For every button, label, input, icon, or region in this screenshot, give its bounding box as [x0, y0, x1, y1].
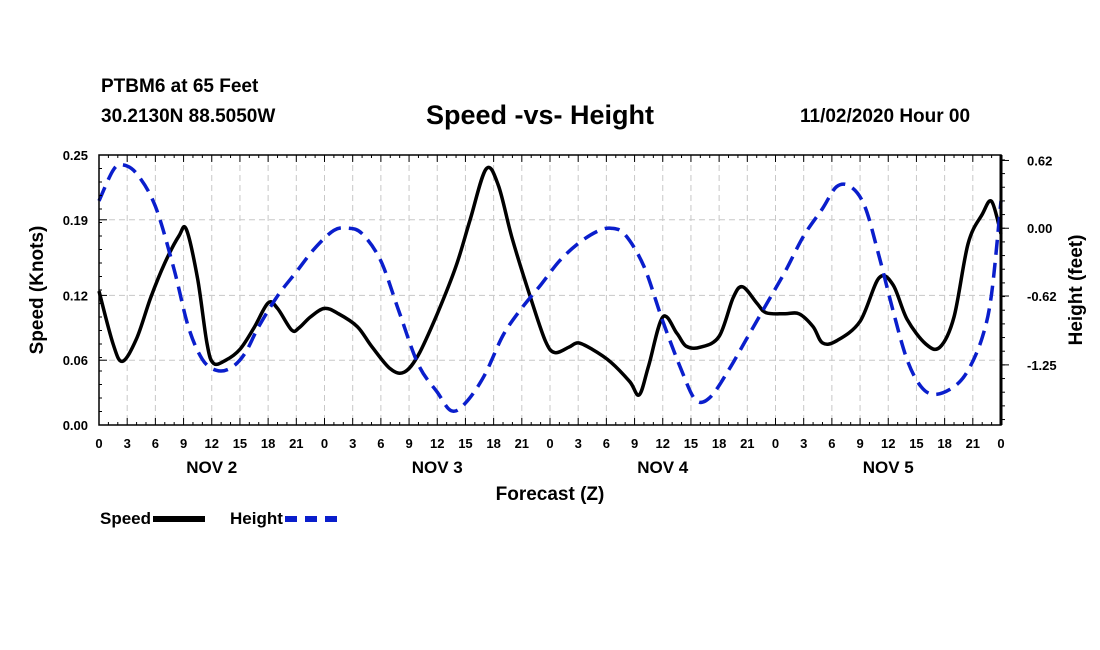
legend-height-label: Height: [230, 509, 283, 528]
legend-speed: Speed: [100, 509, 206, 529]
x-tick-label: 12: [430, 436, 444, 451]
height-series-line: [97, 162, 1003, 413]
x-tick-label: 6: [377, 436, 384, 451]
y2-tick-label: 0.00: [1027, 221, 1052, 236]
x-tick-label: 18: [937, 436, 951, 451]
y-tick-label: 0.00: [63, 418, 88, 433]
x-tick-label: 15: [458, 436, 472, 451]
grid-layer: [99, 155, 1001, 425]
x-tick-label: 18: [712, 436, 726, 451]
x-tick-label: 6: [603, 436, 610, 451]
x-tick-label: 9: [180, 436, 187, 451]
station-label: PTBM6 at 65 Feet: [101, 76, 259, 97]
x-tick-label: 18: [261, 436, 275, 451]
x-tick-label: 15: [909, 436, 923, 451]
x-tick-label: 21: [289, 436, 303, 451]
legend-height-swatch: [284, 516, 337, 522]
y-axis-title: Speed (Knots): [27, 226, 48, 355]
x-tick-label: 0: [321, 436, 328, 451]
y2-tick-label: -1.25: [1027, 358, 1057, 373]
x-tick-label: 6: [828, 436, 835, 451]
x-tick-label: 9: [631, 436, 638, 451]
y-tick-label: 0.12: [63, 288, 88, 303]
series-layer: [97, 162, 1003, 413]
x-tick-label: 0: [772, 436, 779, 451]
tick-layer: [98, 154, 1009, 426]
speed-series-line: [97, 165, 1003, 397]
x-tick-label: 3: [124, 436, 131, 451]
x-tick-label: 3: [800, 436, 807, 451]
legend-speed-label: Speed: [100, 509, 152, 528]
coordinates-label: 30.2130N 88.5050W: [101, 106, 276, 127]
x-tick-label: 12: [656, 436, 670, 451]
label-layer: 0 3 6 9 12 15 18 21 0 3 6 9 12 15 18 21 0 3 6 9 12 15 18 21 0 3 6 9…: [63, 148, 1057, 477]
x-tick-label: 0: [546, 436, 553, 451]
chart-title: Speed -vs- Height: [426, 100, 655, 130]
x-axis-title: Forecast (Z): [496, 484, 605, 505]
x-tick-label: 0: [95, 436, 102, 451]
day-label: NOV 5: [863, 458, 914, 477]
x-tick-label: 18: [486, 436, 500, 451]
legend-height: Height: [230, 509, 337, 529]
y-tick-label: 0.25: [63, 148, 88, 163]
y2-tick-label: 0.62: [1027, 153, 1052, 168]
x-tick-label: 6: [152, 436, 159, 451]
legend-speed-swatch: [153, 516, 206, 522]
x-tick-label: 3: [349, 436, 356, 451]
x-tick-label: 21: [740, 436, 754, 451]
issued-time-label: 11/02/2020 Hour 00: [800, 106, 971, 127]
y-tick-label: 0.06: [63, 353, 88, 368]
y2-tick-label: -0.62: [1027, 289, 1057, 304]
x-tick-label: 3: [575, 436, 582, 451]
x-tick-label: 21: [515, 436, 529, 451]
x-tick-label: 21: [966, 436, 980, 451]
x-tick-label: 0: [997, 436, 1004, 451]
y2-axis-title: Height (feet): [1066, 235, 1087, 346]
day-label: NOV 4: [637, 458, 689, 477]
x-tick-label: 15: [233, 436, 247, 451]
day-label: NOV 3: [412, 458, 463, 477]
x-tick-label: 12: [205, 436, 219, 451]
day-label: NOV 2: [186, 458, 237, 477]
x-tick-label: 12: [881, 436, 895, 451]
y-tick-label: 0.19: [63, 213, 88, 228]
x-tick-label: 9: [856, 436, 863, 451]
x-tick-label: 15: [684, 436, 698, 451]
x-tick-label: 9: [405, 436, 412, 451]
